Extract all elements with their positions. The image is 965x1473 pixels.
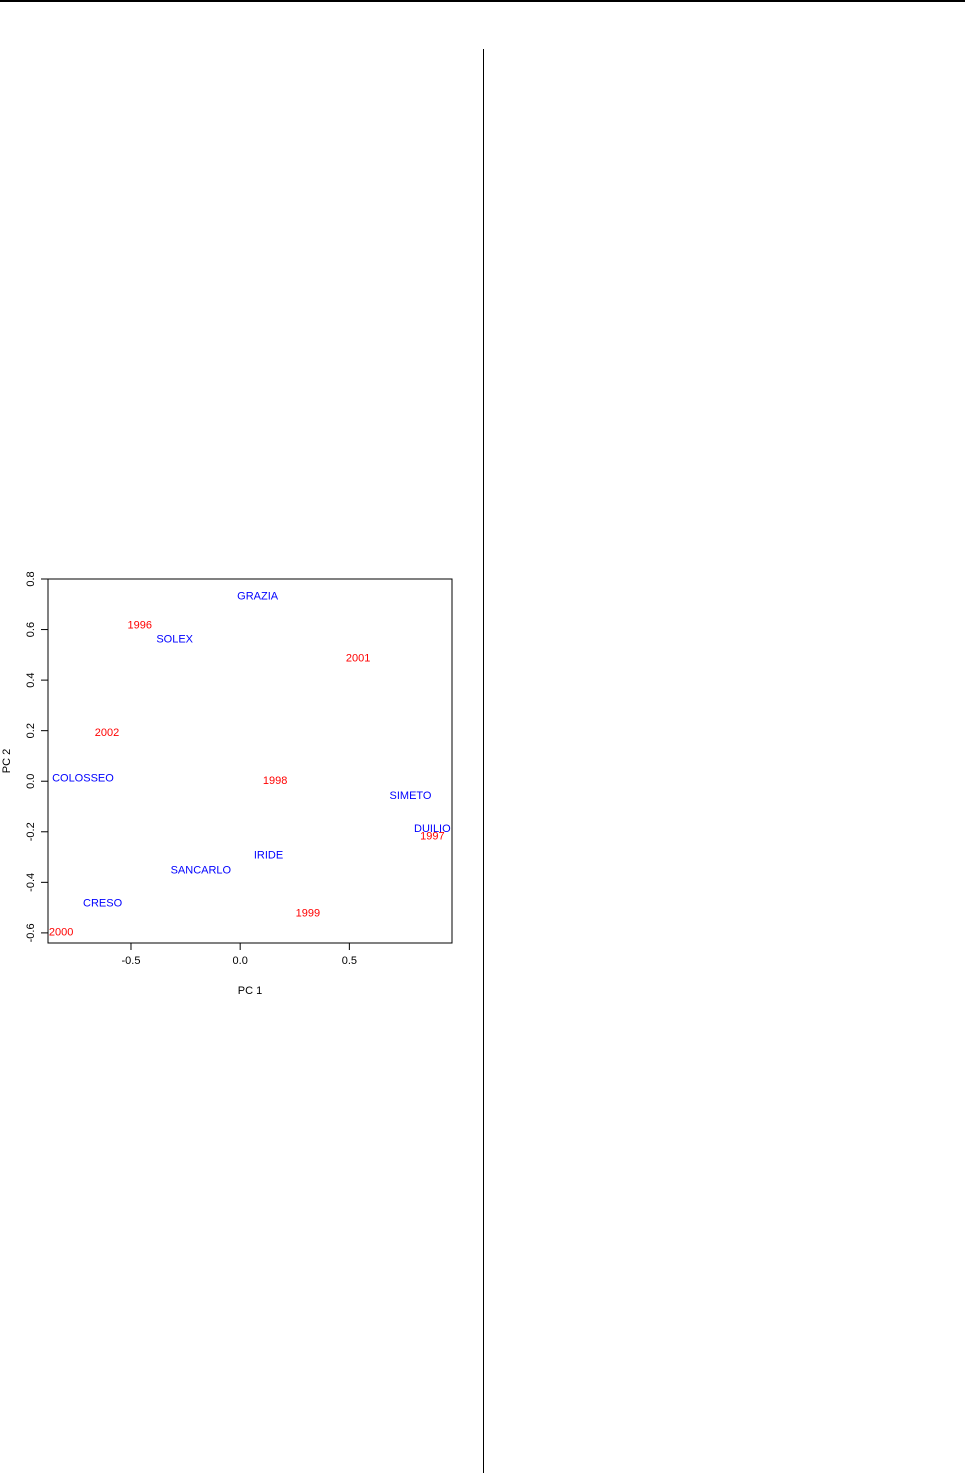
point-label-2002: 2002 — [95, 727, 119, 739]
point-label-sancarlo: SANCARLO — [171, 865, 232, 877]
column-divider — [483, 49, 484, 1473]
point-label-colosseo: COLOSSEO — [52, 772, 114, 784]
point-label-1999: 1999 — [296, 908, 320, 920]
y-tick-label: 0.4 — [25, 672, 37, 687]
point-label-1996: 1996 — [127, 620, 151, 632]
point-label-2001: 2001 — [346, 652, 370, 664]
y-tick-label: -0.2 — [25, 822, 37, 841]
point-label-1998: 1998 — [263, 775, 287, 787]
y-tick-label: 0.2 — [25, 723, 37, 738]
x-tick-label: 0.5 — [342, 955, 357, 967]
point-label-duilio: DUILIO — [414, 823, 451, 835]
y-tick-label: 0.0 — [25, 774, 37, 789]
point-label-2000: 2000 — [49, 927, 73, 939]
point-label-solex: SOLEX — [156, 633, 193, 645]
point-label-grazia: GRAZIA — [237, 590, 279, 602]
y-tick-label: -0.4 — [25, 873, 37, 892]
pca-biplot: -0.5 0.0 0.5 -0.6 -0.4 -0.2 0.0 0.2 0.4 0.6 0.8 PC … — [1, 571, 453, 997]
point-label-simeto: SIMETO — [390, 790, 432, 802]
y-tick-label: -0.6 — [25, 923, 37, 942]
point-label-creso: CRESO — [83, 898, 123, 910]
page-header-rule — [0, 0, 965, 2]
y-tick-label: 0.6 — [25, 622, 37, 637]
plot-frame — [47, 578, 453, 944]
y-tick-label: 0.8 — [25, 571, 37, 586]
x-tick-label: -0.5 — [121, 955, 140, 967]
x-tick-label: 0.0 — [233, 955, 248, 967]
y-axis-label: PC 2 — [1, 749, 13, 773]
point-label-iride: IRIDE — [254, 850, 283, 862]
point-label-1997: 1997 — [420, 831, 444, 843]
x-axis-label: PC 1 — [238, 985, 262, 997]
